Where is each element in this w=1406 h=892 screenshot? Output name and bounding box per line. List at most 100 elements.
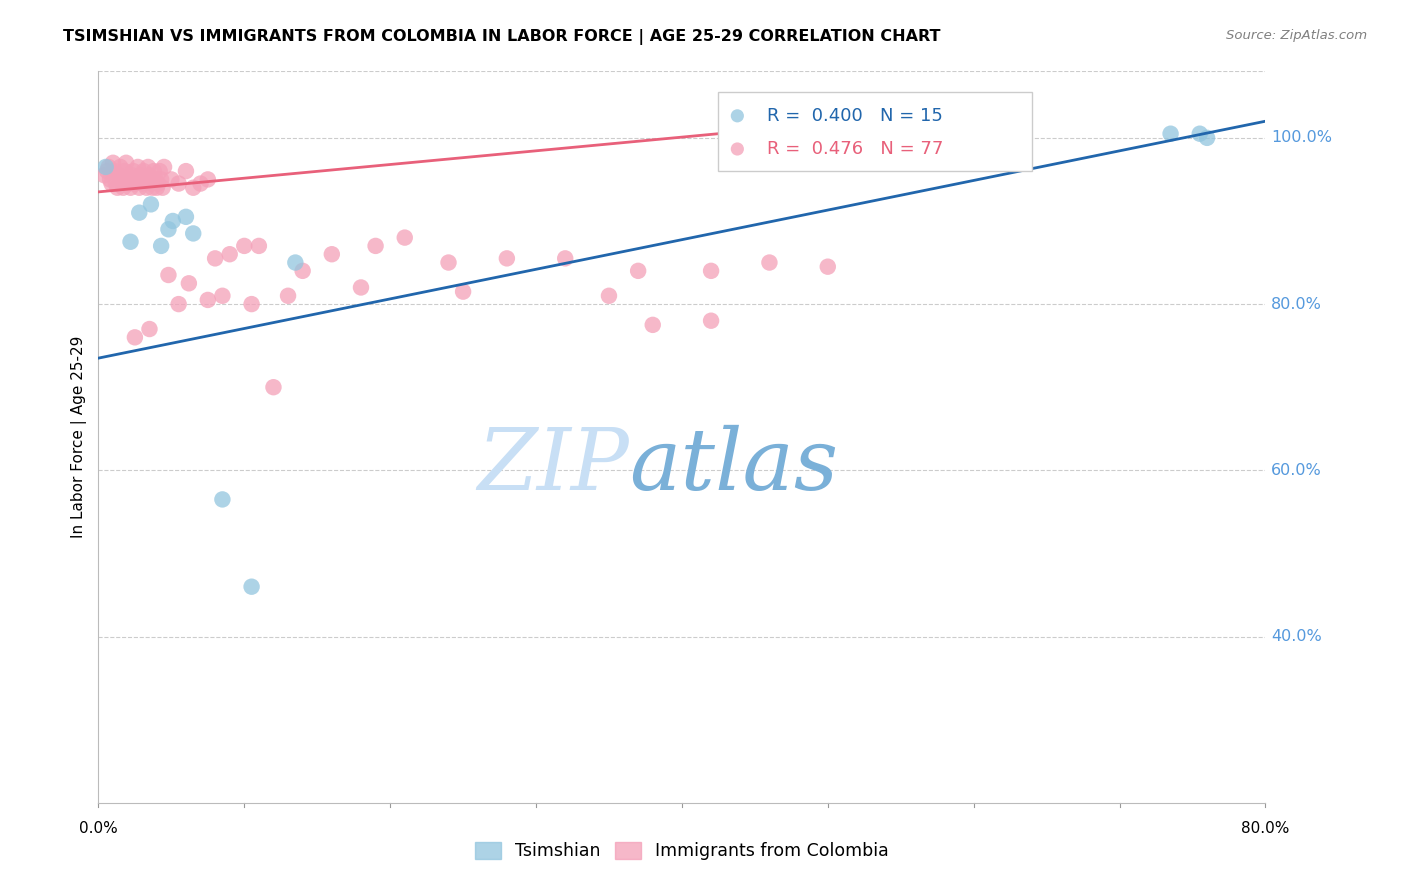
Point — [204, 252, 226, 266]
Text: 100.0%: 100.0% — [1271, 130, 1333, 145]
Point — [124, 330, 146, 344]
Text: R =  0.476   N = 77: R = 0.476 N = 77 — [766, 140, 943, 158]
Point — [627, 264, 650, 278]
Point — [136, 160, 159, 174]
Text: atlas: atlas — [630, 425, 838, 508]
Point — [153, 160, 176, 174]
Text: R =  0.400   N = 15: R = 0.400 N = 15 — [766, 107, 942, 125]
Point — [725, 142, 748, 156]
Point — [112, 180, 135, 194]
Point — [93, 168, 115, 182]
Point — [98, 172, 121, 186]
Point — [139, 177, 162, 191]
Point — [120, 180, 142, 194]
Point — [598, 289, 620, 303]
Point — [150, 239, 173, 253]
Text: TSIMSHIAN VS IMMIGRANTS FROM COLOMBIA IN LABOR FORCE | AGE 25-29 CORRELATION CHA: TSIMSHIAN VS IMMIGRANTS FROM COLOMBIA IN… — [63, 29, 941, 45]
Text: 40.0%: 40.0% — [1271, 629, 1322, 644]
Point — [118, 177, 141, 191]
Point — [1188, 127, 1211, 141]
Point — [247, 239, 270, 253]
Point — [554, 252, 576, 266]
Point — [437, 255, 460, 269]
Point — [758, 255, 780, 269]
Point — [122, 164, 145, 178]
Text: ZIP: ZIP — [478, 425, 630, 508]
Text: Source: ZipAtlas.com: Source: ZipAtlas.com — [1226, 29, 1367, 42]
Point — [120, 235, 142, 249]
Point — [127, 160, 149, 174]
Bar — [718, 92, 1032, 171]
Point — [181, 227, 204, 241]
Point — [162, 214, 184, 228]
Point — [451, 285, 474, 299]
Point — [129, 168, 152, 182]
Point — [394, 230, 416, 244]
Point — [157, 268, 180, 282]
Point — [115, 156, 138, 170]
Legend: Tsimshian, Immigrants from Colombia: Tsimshian, Immigrants from Colombia — [468, 835, 896, 867]
Point — [105, 180, 128, 194]
Point — [197, 172, 219, 186]
Point — [700, 314, 723, 328]
Point — [114, 164, 136, 178]
Text: 80.0%: 80.0% — [1241, 821, 1289, 836]
Point — [142, 164, 165, 178]
Point — [146, 180, 169, 194]
Point — [160, 172, 183, 186]
Point — [125, 172, 148, 186]
Point — [817, 260, 839, 274]
Text: 60.0%: 60.0% — [1271, 463, 1322, 478]
Point — [197, 293, 219, 307]
Point — [124, 177, 146, 191]
Point — [284, 255, 307, 269]
Point — [1195, 131, 1218, 145]
Point — [117, 172, 139, 186]
Y-axis label: In Labor Force | Age 25-29: In Labor Force | Age 25-29 — [72, 336, 87, 538]
Point — [143, 172, 166, 186]
Point — [233, 239, 256, 253]
Point — [211, 289, 233, 303]
Point — [94, 160, 117, 174]
Point — [138, 168, 160, 182]
Point — [152, 180, 174, 194]
Point — [150, 172, 173, 186]
Point — [132, 164, 155, 178]
Point — [100, 177, 122, 191]
Point — [157, 222, 180, 236]
Point — [101, 156, 124, 170]
Point — [496, 252, 519, 266]
Point — [167, 177, 190, 191]
Point — [174, 164, 197, 178]
Point — [97, 160, 120, 174]
Point — [262, 380, 284, 394]
Point — [1160, 127, 1182, 141]
Point — [104, 177, 127, 191]
Point — [321, 247, 343, 261]
Point — [134, 172, 156, 186]
Point — [167, 297, 190, 311]
Point — [725, 109, 748, 123]
Point — [149, 164, 172, 178]
Point — [135, 180, 157, 194]
Point — [277, 289, 299, 303]
Point — [139, 197, 162, 211]
Text: 80.0%: 80.0% — [1271, 297, 1322, 311]
Point — [148, 177, 170, 191]
Point — [190, 177, 212, 191]
Point — [131, 177, 153, 191]
Point — [174, 210, 197, 224]
Point — [96, 164, 118, 178]
Point — [138, 322, 160, 336]
Point — [364, 239, 387, 253]
Point — [111, 172, 134, 186]
Point — [141, 180, 163, 194]
Point — [350, 280, 373, 294]
Point — [211, 492, 233, 507]
Point — [181, 180, 204, 194]
Point — [128, 205, 150, 219]
Text: 0.0%: 0.0% — [79, 821, 118, 836]
Point — [121, 168, 143, 182]
Point — [641, 318, 664, 332]
Point — [128, 180, 150, 194]
